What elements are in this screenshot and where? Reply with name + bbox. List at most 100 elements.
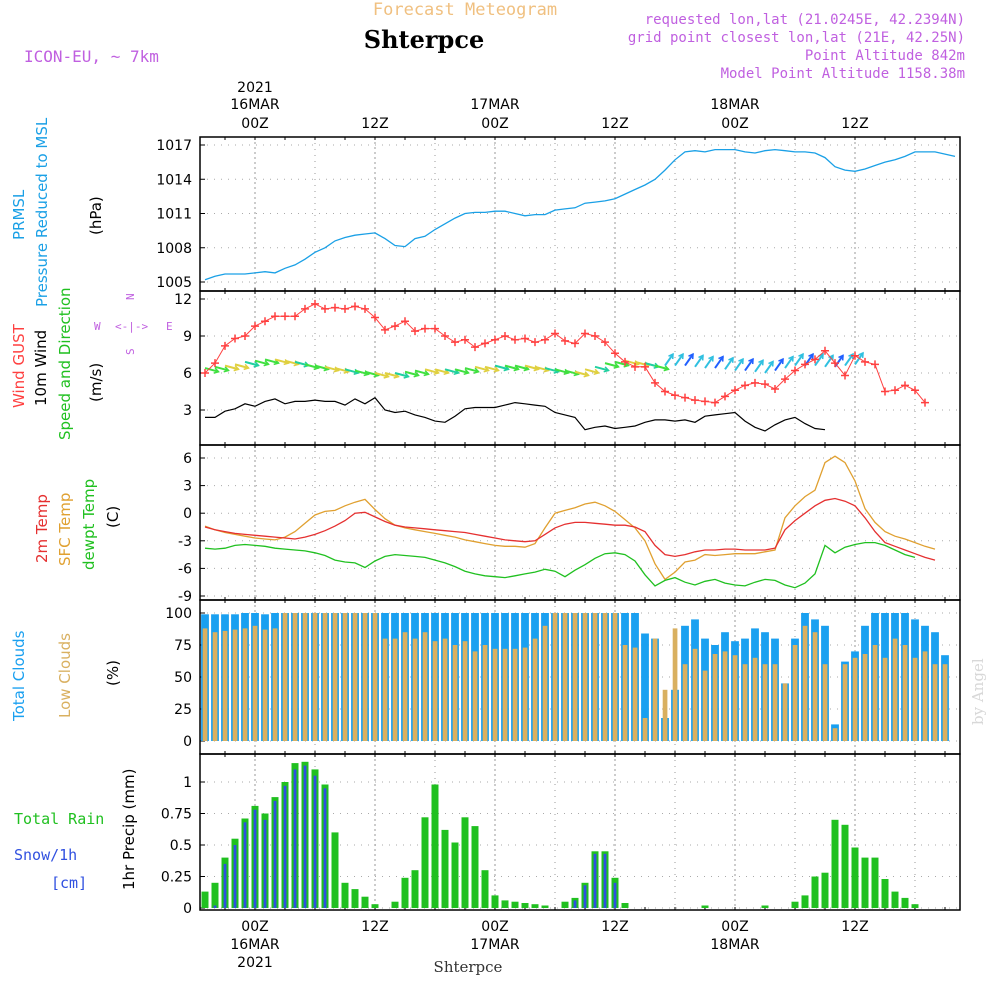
wind-direction-arrow [464, 367, 479, 373]
panel-pressure: 1005 1008 1011 1014 1017 PRMSL Pressure Reduce… [10, 117, 961, 307]
rain-bar [621, 903, 629, 908]
wind-arrow-head [698, 354, 704, 361]
rain-bar [431, 784, 439, 908]
wind-arrow-head [243, 363, 250, 371]
wind-direction-arrow [344, 368, 359, 374]
low-clouds-bar [742, 664, 748, 741]
wind-gust-marker [531, 338, 539, 347]
precip-unit: 1hr Precip (mm) [120, 769, 138, 890]
rain-bar [831, 819, 839, 908]
rain-bar [911, 904, 919, 908]
y-tick-label: 1008 [156, 241, 192, 257]
wind-direction-arrow [324, 365, 339, 372]
low-clouds-bar [892, 638, 898, 741]
wind-gust-marker [751, 378, 759, 387]
wind-gust-marker [261, 317, 269, 326]
wind-arrow-head [223, 366, 230, 373]
wind-gust-marker [411, 327, 419, 336]
wind-gust-marker [721, 392, 729, 401]
low-clouds-bar [292, 613, 298, 741]
low-clouds-bar [622, 645, 628, 741]
bottom-time-tick-label: 12Z [601, 919, 628, 935]
wind-direction-arrow [514, 364, 529, 371]
low-clouds-bar [482, 645, 488, 741]
low-clouds-bar [832, 728, 838, 741]
panel-frame [199, 136, 961, 292]
wind-gust-marker [271, 312, 279, 321]
wind-arrow-head [213, 367, 220, 374]
snow-bar [283, 785, 287, 908]
wind-gust-marker [211, 359, 219, 368]
rain-bar [411, 870, 419, 908]
rain-bar [561, 901, 569, 908]
wind-direction-arrow [314, 364, 329, 371]
wind-direction-arrow [554, 368, 569, 374]
rain-bar [871, 857, 879, 908]
wind-gust-marker [831, 359, 839, 368]
y-tick-label: 1017 [156, 138, 192, 154]
wind-gust-marker [461, 335, 469, 344]
low-clouds-bar [492, 648, 498, 741]
wind-gust-marker [371, 313, 379, 322]
low-clouds-bar [312, 613, 318, 741]
wind-gust-marker [511, 335, 519, 344]
low-clouds-bar [232, 629, 238, 741]
wind-direction-arrow [424, 368, 439, 374]
low-clouds-bar [222, 630, 228, 741]
rain-bar [391, 901, 399, 908]
rain-bar [361, 896, 369, 908]
wind-direction-arrow [254, 359, 269, 366]
low-clouds-bar [752, 657, 758, 741]
wind-gust-marker [661, 387, 669, 396]
low-clouds-bar [452, 645, 458, 741]
low-clouds-bar [942, 664, 948, 741]
rain-bar [341, 882, 349, 908]
temp-sfc-label: SFC Temp [56, 493, 74, 566]
wind-direction-arrow [684, 353, 694, 367]
wind-direction-arrow [394, 372, 409, 378]
wind-gust-marker [291, 312, 299, 321]
low-clouds-bar [602, 613, 608, 741]
header-top-title: Forecast Meteogram [373, 0, 557, 20]
pressure-line [204, 148, 956, 281]
low-clouds-bar [642, 718, 648, 741]
wind-gust-marker [501, 332, 509, 340]
wind-gust-marker [351, 302, 359, 311]
snow-bar [603, 853, 607, 908]
wind-arrow-head [748, 357, 754, 365]
low-clouds-bar [792, 645, 798, 741]
compass-arrows: <-|-> [115, 320, 148, 333]
wind-direction-arrow [334, 367, 349, 373]
wind-direction-arrow [204, 367, 219, 373]
wind-direction-arrow [504, 364, 519, 371]
y-tick-label: 6 [183, 366, 192, 382]
wind-gust-marker [641, 362, 649, 371]
clouds-unit: (%) [104, 660, 122, 686]
low-clouds-bar [862, 654, 868, 741]
wind-gust-marker [401, 317, 409, 326]
wind-arrow-head [668, 352, 674, 360]
wind-arrow-head [718, 355, 724, 362]
rain-bar [801, 895, 809, 908]
footer-location: Shterpce [434, 958, 503, 976]
temp-unit: (C) [104, 506, 122, 528]
wind-direction-arrow [754, 359, 764, 373]
low-clouds-bar [422, 632, 428, 741]
wind-arrow-head [808, 352, 814, 360]
compass-north: N [124, 293, 137, 300]
wind-gust-marker [451, 338, 459, 347]
low-clouds-bar [702, 670, 708, 741]
low-clouds-bar [512, 648, 518, 741]
wind-gust-marker [361, 304, 369, 313]
snow-bar [593, 853, 597, 908]
wind-gust-marker [551, 329, 559, 338]
wind-direction-arrow [524, 364, 539, 371]
top-time-tick-label: 00Z [241, 116, 268, 132]
wind-gust-marker [651, 378, 659, 387]
wind-gust-marker [311, 299, 319, 308]
bottom-time-tick-label: 00Z [721, 919, 748, 935]
wind-gust-marker [491, 335, 499, 344]
pressure-label-short: PRMSL [10, 189, 28, 240]
wind-direction-arrow [824, 354, 834, 368]
wind-direction-arrow [564, 369, 579, 376]
